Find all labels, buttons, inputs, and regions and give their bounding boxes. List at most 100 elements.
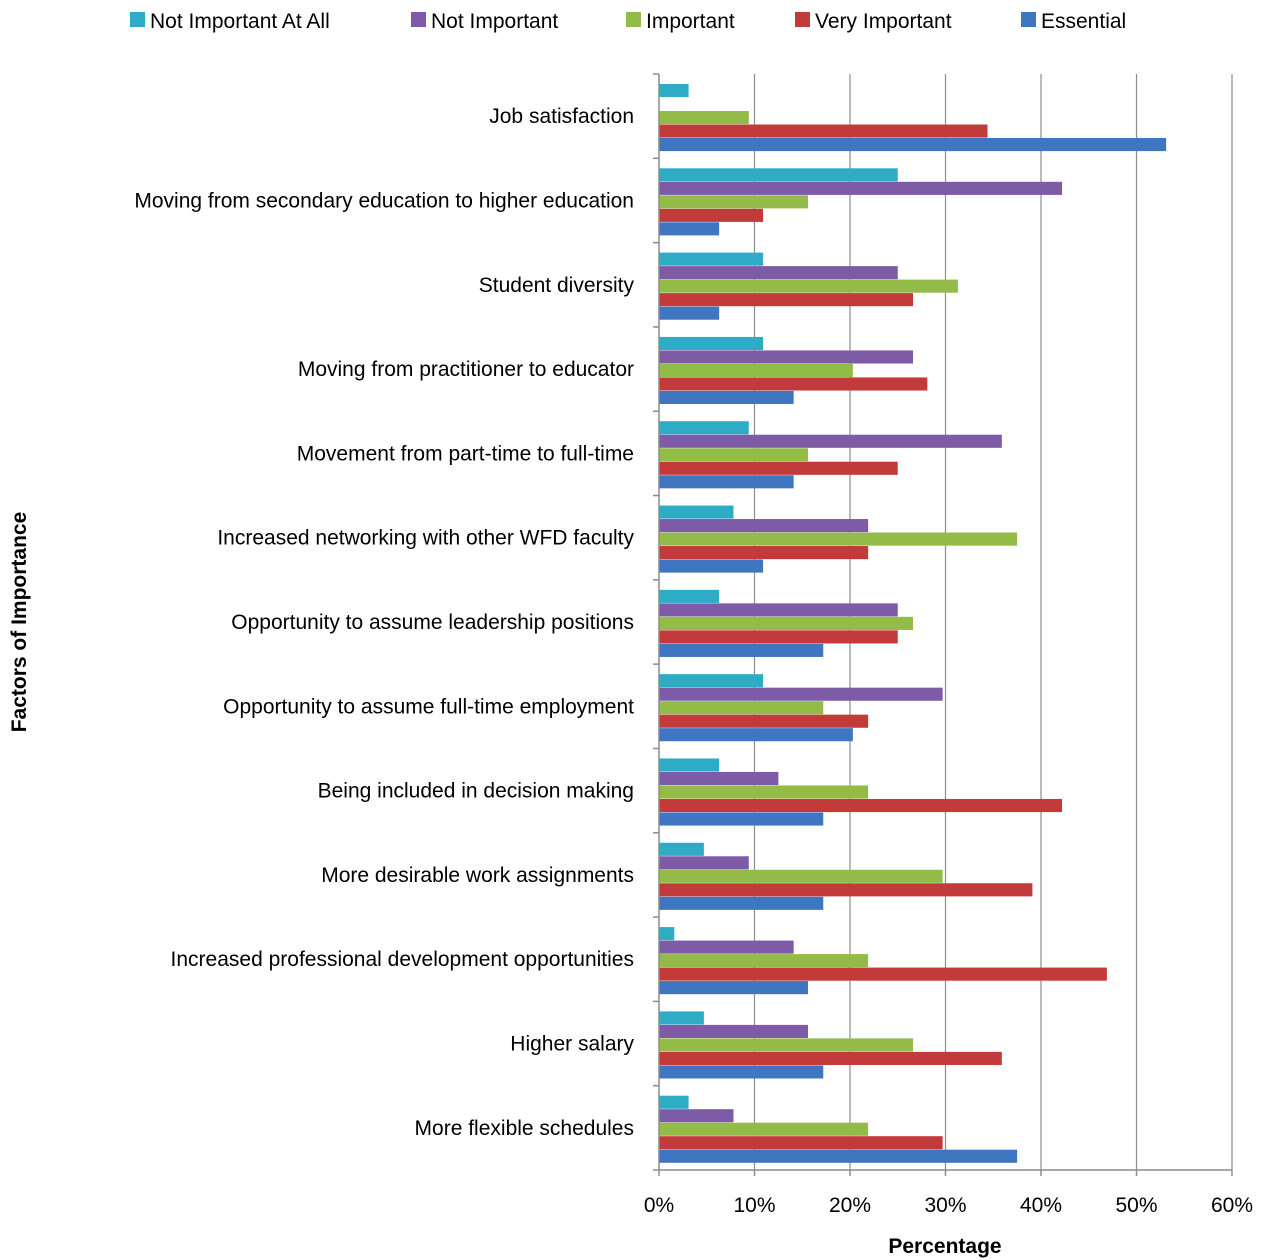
bar — [659, 1136, 943, 1150]
legend-swatch — [795, 12, 810, 27]
bar — [659, 181, 1063, 195]
bar — [659, 869, 943, 883]
bar — [659, 208, 764, 222]
legend-swatch — [411, 12, 426, 27]
x-tick-labels: 0% 10% 20% 30% 40% 50% 60% — [644, 1194, 1253, 1217]
bar — [659, 883, 1033, 897]
bar — [659, 1051, 1002, 1065]
bar — [659, 981, 808, 995]
y-category-label: Being included in decision making — [318, 780, 634, 803]
bar — [659, 505, 734, 519]
bar — [659, 421, 749, 435]
bar — [659, 616, 914, 630]
bar — [659, 448, 808, 462]
legend-label: Important — [646, 10, 735, 33]
y-category-label: Student diversity — [479, 274, 635, 297]
bar — [659, 168, 898, 182]
bar — [659, 124, 988, 138]
bar — [659, 630, 898, 644]
bar — [659, 940, 794, 954]
bar — [659, 1122, 869, 1136]
y-category-label: Opportunity to assume full-time employme… — [223, 695, 634, 718]
y-category-label: Job satisfaction — [489, 105, 634, 128]
bar — [659, 967, 1107, 981]
bar — [659, 1149, 1018, 1163]
bar — [659, 1095, 689, 1109]
bar — [659, 532, 1018, 546]
legend-label: Not Important — [431, 10, 558, 33]
x-tick-label: 20% — [829, 1194, 871, 1217]
y-category-label: Higher salary — [510, 1033, 634, 1056]
y-category-label: Moving from practitioner to educator — [298, 358, 634, 381]
bar — [659, 798, 1063, 813]
bar — [659, 701, 824, 715]
bar — [659, 111, 749, 125]
y-category-labels: Job satisfaction Moving from secondary ed… — [134, 105, 634, 1140]
bar — [659, 1109, 734, 1123]
bar — [659, 1038, 914, 1052]
bar — [659, 293, 914, 307]
y-category-label: Increased professional development oppor… — [171, 948, 634, 971]
bar — [659, 1024, 808, 1038]
legend-swatch — [626, 12, 641, 27]
y-category-label: More flexible schedules — [415, 1117, 634, 1140]
bar — [659, 771, 779, 786]
legend-swatch — [130, 12, 145, 27]
x-tick-label: 50% — [1115, 1194, 1157, 1217]
bar — [659, 589, 720, 603]
bar — [659, 728, 853, 742]
bar — [659, 266, 898, 280]
y-category-label: Movement from part-time to full-time — [297, 442, 634, 465]
y-category-label: Increased networking with other WFD facu… — [217, 527, 634, 550]
bar — [659, 336, 764, 351]
bar — [659, 714, 869, 728]
bar — [659, 896, 824, 910]
bar — [659, 842, 704, 856]
bar — [659, 559, 764, 573]
bar — [659, 603, 898, 617]
bar — [659, 222, 720, 236]
bar — [659, 643, 824, 657]
x-axis-title: Percentage — [888, 1235, 1001, 1258]
bar — [659, 195, 808, 209]
x-tick-label: 0% — [644, 1194, 674, 1217]
y-category-label: Opportunity to assume leadership positio… — [231, 611, 634, 634]
bar — [659, 279, 958, 293]
bar — [659, 138, 1167, 152]
bar — [659, 306, 720, 320]
x-tick-label: 60% — [1211, 1194, 1253, 1217]
bar — [659, 785, 869, 799]
legend-label: Very Important — [815, 10, 952, 33]
x-tick-label: 10% — [733, 1194, 775, 1217]
bar — [659, 519, 869, 533]
bar — [659, 1011, 704, 1025]
bar — [659, 927, 675, 941]
y-category-label: More desirable work assignments — [321, 864, 634, 887]
bar — [659, 674, 764, 688]
legend-label: Essential — [1041, 10, 1126, 33]
y-axis-title: Factors of Importance — [8, 512, 31, 733]
bar — [659, 812, 824, 826]
bar — [659, 687, 943, 701]
bar — [659, 856, 749, 870]
bar — [659, 252, 764, 266]
x-tick-label: 40% — [1020, 1194, 1062, 1217]
y-category-label: Moving from secondary education to highe… — [134, 189, 634, 212]
bar — [659, 377, 928, 391]
legend-swatch — [1021, 12, 1036, 27]
bar — [659, 363, 853, 378]
bar — [659, 475, 794, 489]
bar — [659, 84, 689, 98]
bar — [659, 546, 869, 560]
chart-legend: Not Important At All Not Important Importa… — [130, 10, 1126, 33]
axes — [653, 73, 1233, 1176]
bars — [659, 84, 1167, 1163]
bar — [659, 461, 898, 475]
x-tick-label: 30% — [924, 1194, 966, 1217]
bar — [659, 758, 720, 772]
bar — [659, 434, 1002, 448]
legend-label: Not Important At All — [150, 10, 330, 33]
bar — [659, 954, 869, 968]
bar — [659, 1065, 824, 1079]
